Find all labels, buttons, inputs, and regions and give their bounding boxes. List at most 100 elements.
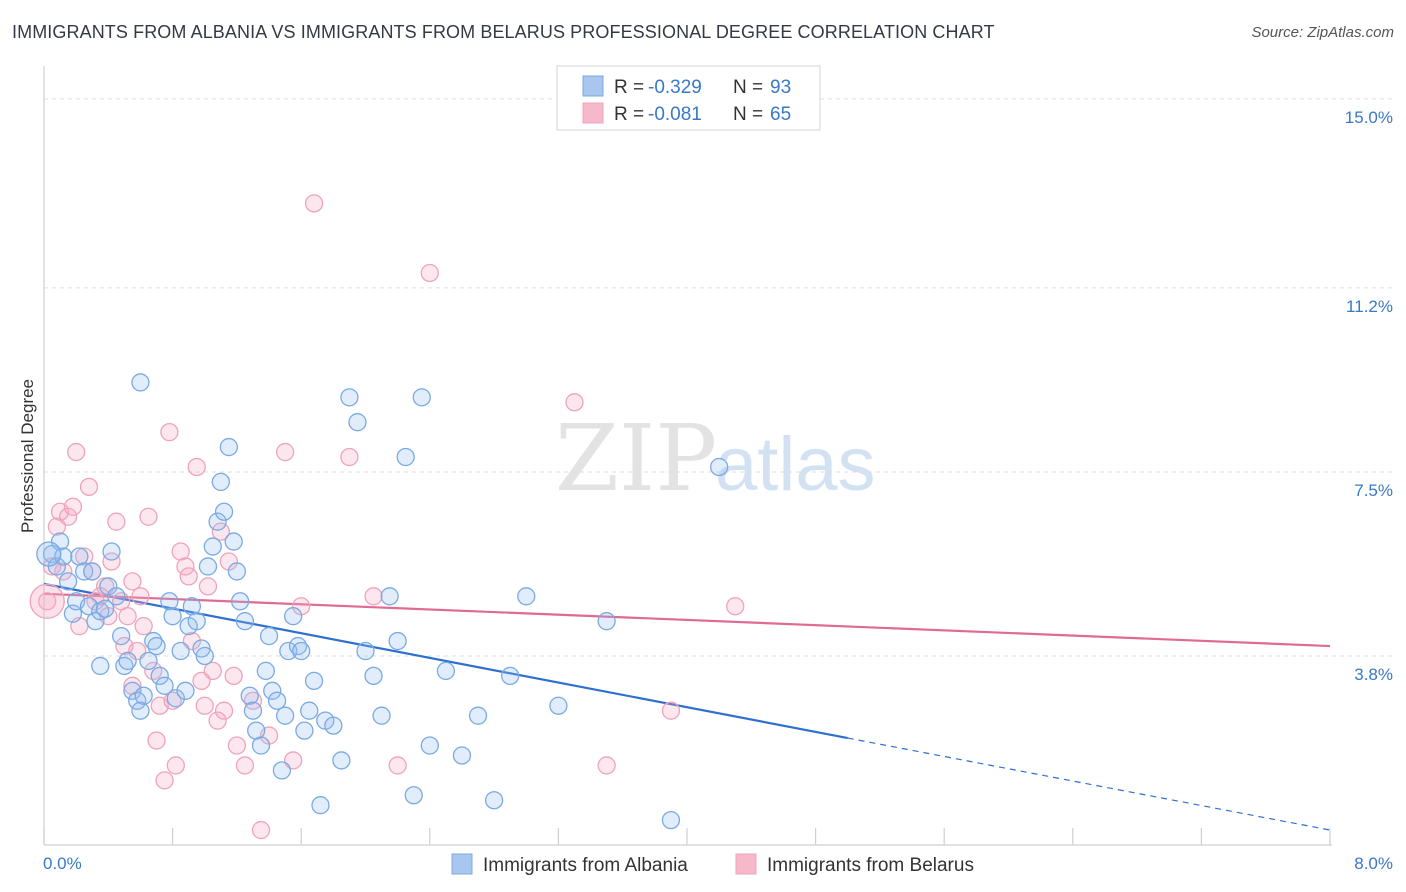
albania-point (420, 736, 439, 755)
albania-point (452, 746, 472, 765)
belarus-point (166, 756, 185, 775)
albania-point (597, 612, 616, 631)
belarus-point (179, 567, 198, 586)
belarus-point (214, 701, 234, 720)
albania-point (396, 447, 415, 467)
belarus-point (58, 507, 78, 526)
belarus-point (63, 497, 83, 516)
belarus-point (340, 447, 359, 467)
albania-point (275, 706, 295, 725)
albania-point (166, 689, 185, 708)
albania-point (176, 681, 195, 700)
albania-point (501, 666, 520, 686)
albania-point (187, 612, 206, 631)
albania-point (195, 646, 214, 666)
albania-point (295, 721, 314, 740)
y-tick-label: 7.5% (1354, 481, 1393, 500)
belarus-point (155, 771, 174, 790)
albania-point (372, 706, 391, 725)
albania-point (203, 537, 222, 556)
x-tick-label-min: 0.0% (43, 854, 82, 873)
y-axis-label: Professional Degree (18, 379, 37, 533)
belarus-point (79, 477, 99, 497)
belarus-point (275, 442, 295, 462)
legend-n-value-albania: 93 (770, 77, 791, 98)
watermark-zip: ZIP (555, 405, 717, 512)
legend-r-label-albania: R = (614, 77, 644, 98)
belarus-point (243, 691, 263, 710)
albania-point (36, 541, 62, 567)
correlation-legend: R = -0.329 N = 93 R = -0.081 N = 65 (556, 65, 821, 131)
belarus-point (364, 587, 383, 606)
legend-n-value-belarus: 65 (770, 104, 791, 125)
belarus-point (131, 587, 150, 606)
legend-swatch-belarus (582, 102, 604, 124)
belarus-point (251, 820, 271, 840)
albania-point (517, 587, 536, 606)
albania-point (107, 587, 126, 606)
albania-point (348, 413, 367, 432)
belarus-point (67, 442, 86, 462)
belarus-point (176, 557, 195, 576)
belarus-point (160, 423, 179, 442)
belarus-point (29, 583, 65, 619)
albania-point (118, 651, 137, 671)
albania-point (267, 691, 287, 710)
albania-point (224, 532, 243, 551)
albania-point (380, 587, 399, 606)
albania-point (304, 671, 324, 691)
belarus-point (420, 263, 439, 283)
albania-point (150, 666, 169, 686)
belarus-point (134, 616, 153, 636)
albania-point (134, 686, 153, 705)
albania-point (227, 562, 247, 581)
albania-point (155, 676, 174, 695)
albania-point (292, 641, 311, 661)
albania-point (279, 641, 298, 661)
albania-point (364, 666, 383, 686)
albania-point (147, 636, 166, 656)
bottom-legend-swatch-albania (451, 853, 473, 875)
albania-point (123, 681, 142, 700)
belarus-point (597, 756, 616, 775)
albania-point (219, 437, 239, 457)
bottom-legend-label-albania: Immigrants from Albania (483, 855, 688, 876)
albania-point (86, 612, 105, 631)
watermark-atlas: atlas (715, 422, 876, 507)
albania-point (208, 512, 227, 531)
y-tick-label: 15.0% (1345, 108, 1393, 127)
albania-point (311, 796, 330, 815)
albania-point (91, 656, 110, 676)
albania-point (661, 810, 681, 830)
belarus-point (661, 701, 681, 720)
albania-point (214, 502, 234, 521)
albania-point (115, 656, 134, 676)
belarus-point (227, 736, 247, 755)
albania-point (484, 791, 504, 810)
albania-point (263, 681, 282, 700)
bottom-legend-swatch-belarus (735, 853, 757, 875)
belarus-point (102, 552, 121, 571)
belarus-point (75, 547, 94, 566)
albania-point (549, 696, 568, 715)
albania-point (288, 636, 308, 656)
y-tick-label: 3.8% (1354, 665, 1393, 684)
belarus-point (123, 572, 142, 591)
albania-point (58, 572, 78, 591)
albania-point (139, 651, 158, 671)
belarus-point (139, 507, 158, 526)
albania-point (259, 626, 279, 646)
belarus-point (118, 607, 137, 626)
albania-point (95, 599, 115, 618)
albania-point (230, 592, 250, 611)
belarus-point (211, 522, 230, 541)
legend-r-value-belarus: -0.081 (648, 104, 702, 125)
albania-point (404, 786, 423, 805)
belarus-point (304, 194, 324, 213)
belarus-point (198, 577, 218, 596)
belarus-point (235, 756, 255, 775)
albania-point (243, 701, 263, 720)
albania-point (131, 373, 150, 392)
legend-r-value-albania: -0.329 (648, 77, 702, 98)
albania-point (131, 701, 150, 720)
